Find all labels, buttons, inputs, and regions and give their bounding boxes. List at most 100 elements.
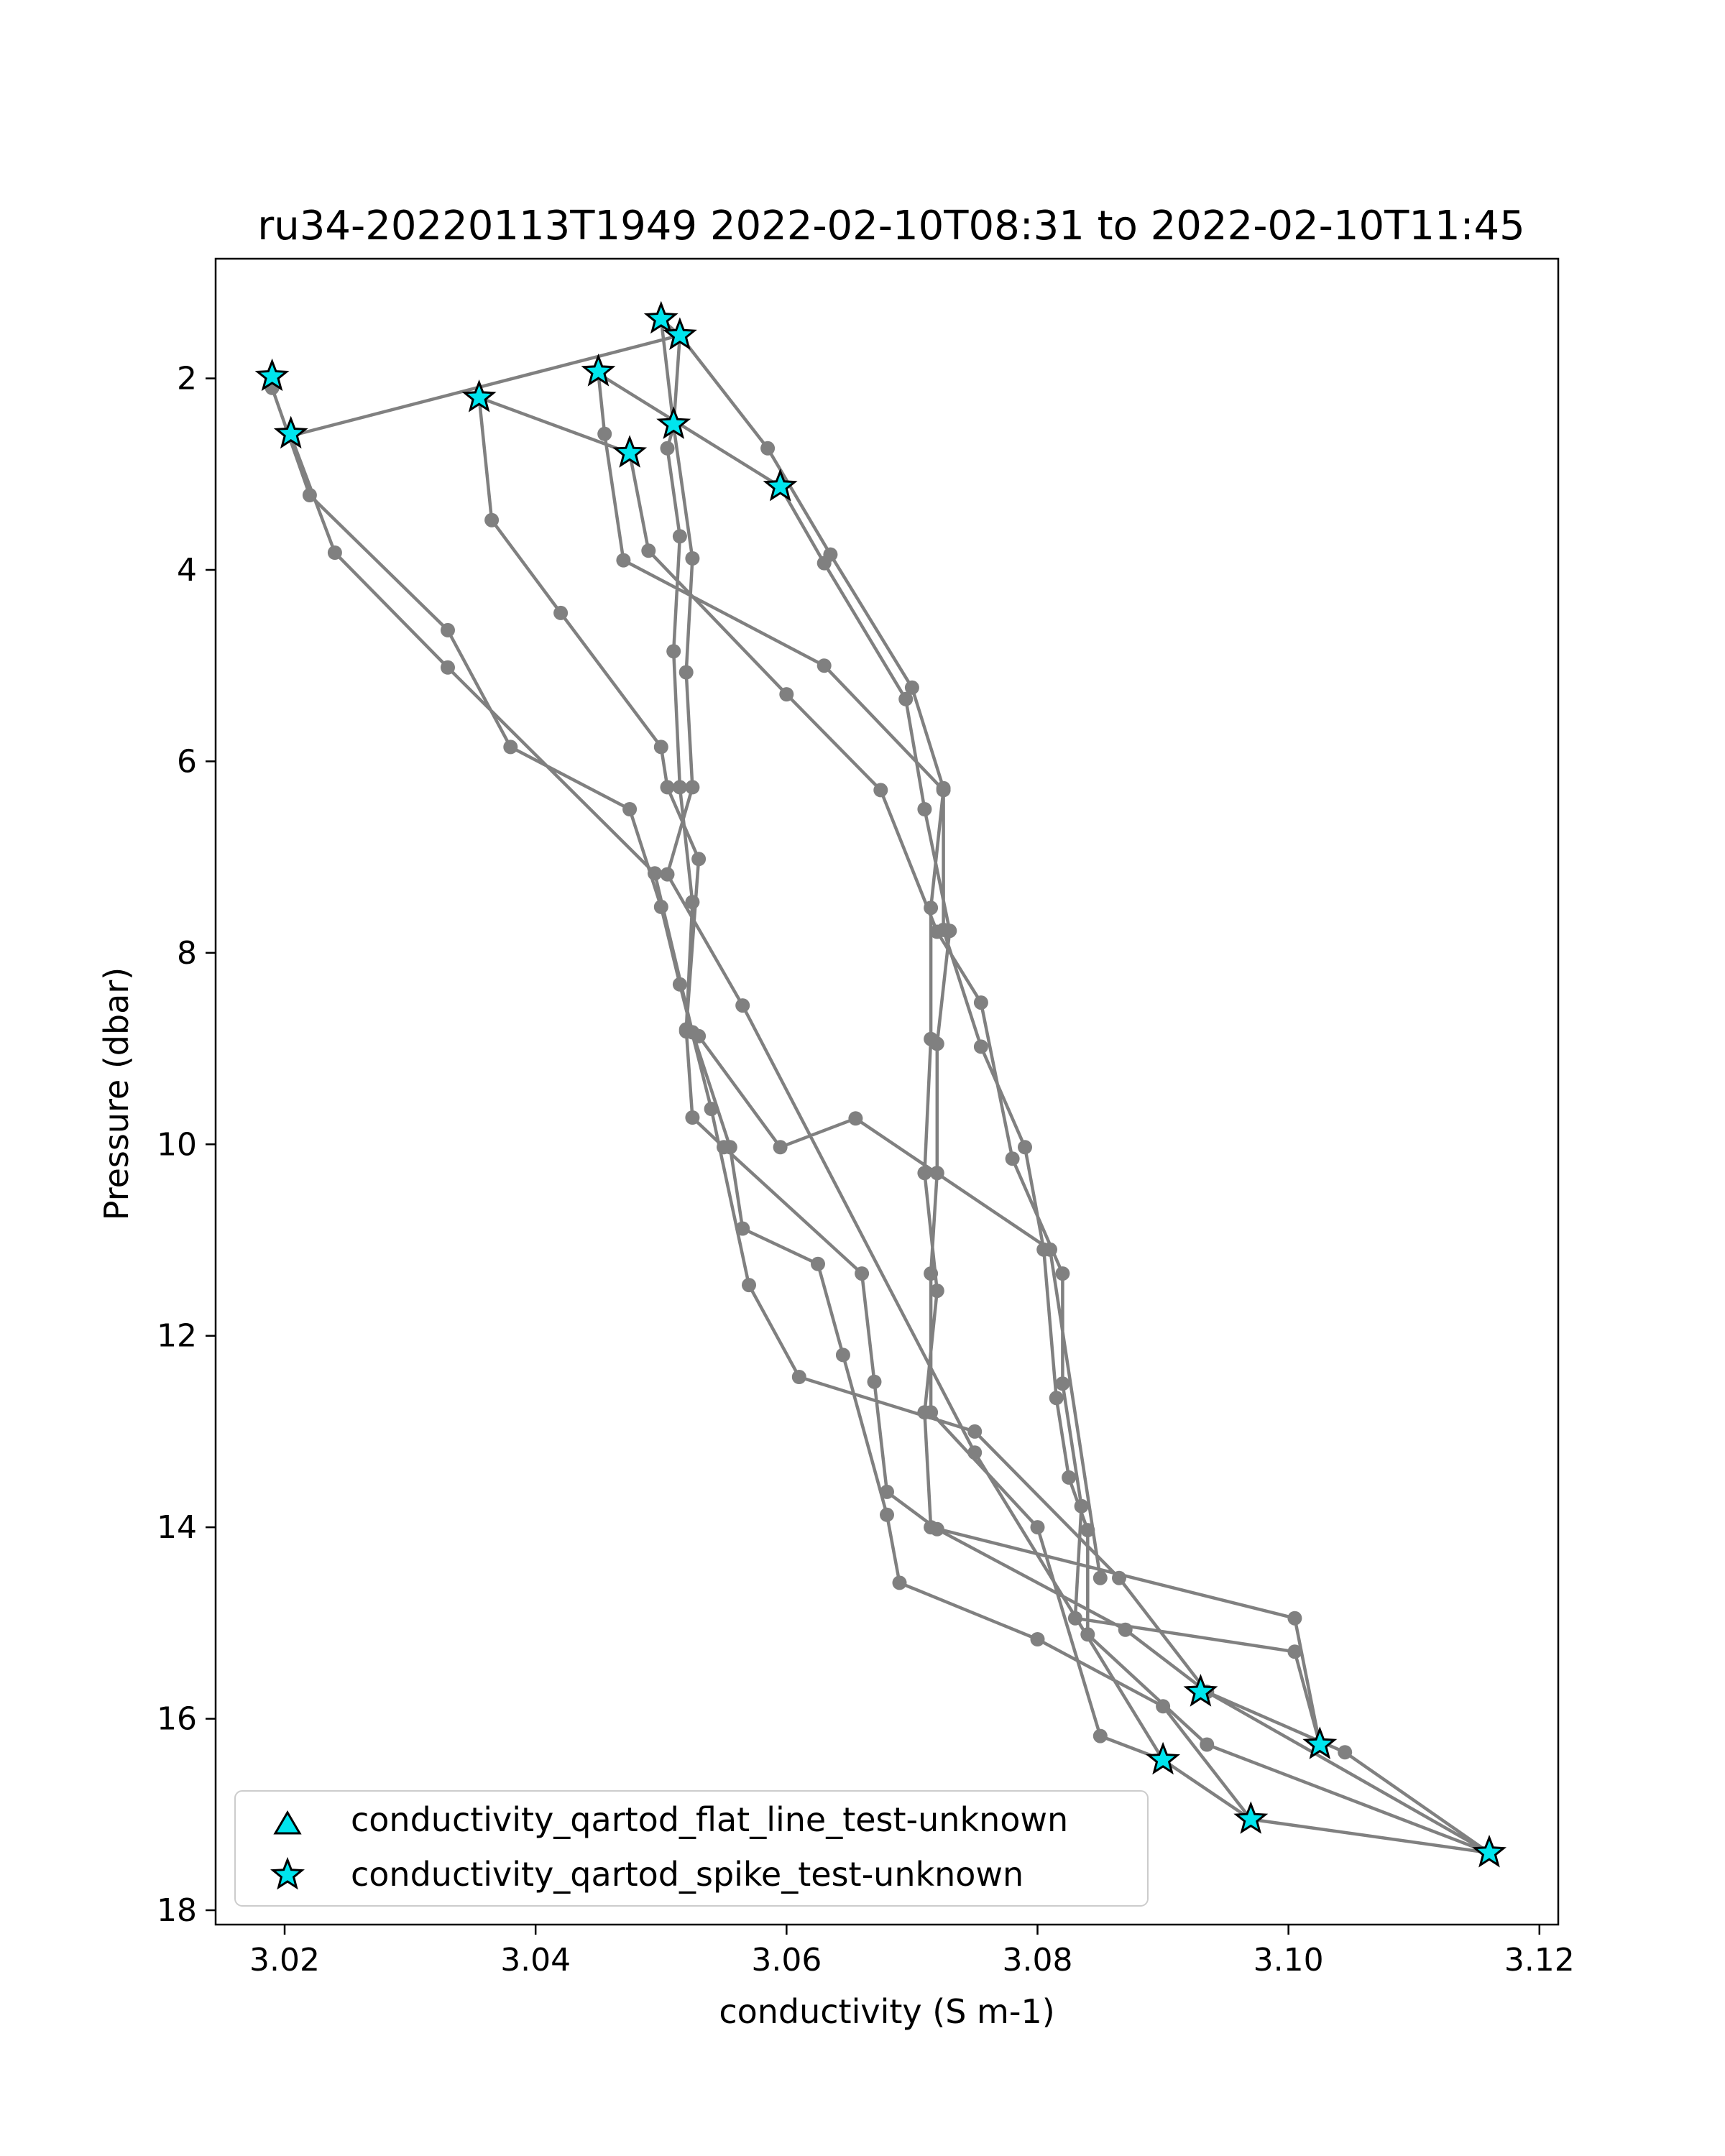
plot-frame — [214, 257, 1560, 1926]
data-point — [929, 1166, 944, 1181]
data-point — [1062, 1470, 1077, 1485]
data-point — [691, 1028, 707, 1044]
legend: conductivity_qartod_flat_line_test-unkno… — [234, 1790, 1149, 1907]
data-point — [1287, 1611, 1302, 1626]
y-tick-label: 16 — [157, 1701, 197, 1738]
data-point — [917, 1166, 932, 1181]
data-point — [892, 1575, 907, 1590]
data-point — [811, 1256, 825, 1271]
y-tick-label: 10 — [157, 1126, 197, 1163]
data-point — [924, 1266, 939, 1281]
data-point — [484, 512, 500, 528]
spike-flag-star — [1472, 1834, 1506, 1868]
data-point — [672, 780, 687, 795]
data-point — [816, 556, 832, 571]
spike-flag-star — [612, 435, 648, 468]
data-point — [773, 1140, 788, 1155]
data-point — [327, 545, 342, 560]
data-point — [760, 441, 776, 456]
data-point — [942, 923, 957, 939]
data-point — [898, 691, 914, 706]
data-point — [1287, 1644, 1302, 1659]
data-point — [816, 658, 832, 673]
x-tick-label: 3.06 — [751, 1942, 822, 1978]
x-tick-label: 3.08 — [1003, 1942, 1073, 1978]
data-point — [735, 998, 750, 1013]
data-point — [685, 780, 700, 795]
spike-flag-star — [254, 358, 290, 392]
data-point — [653, 899, 668, 914]
spike-flag-star — [1302, 1726, 1338, 1759]
spike-flag-star — [656, 406, 691, 439]
data-point — [704, 1102, 719, 1116]
spike-flag-star — [461, 379, 497, 413]
data-point — [873, 783, 888, 798]
data-point — [1092, 1570, 1108, 1585]
data-point — [1080, 1523, 1095, 1538]
data-point — [302, 488, 317, 502]
x-tick-label: 3.04 — [500, 1942, 571, 1978]
data-point — [678, 1024, 694, 1039]
data-point — [653, 740, 668, 755]
data-point — [1067, 1611, 1082, 1626]
data-point — [973, 995, 988, 1010]
data-point — [929, 1521, 944, 1537]
data-point — [1055, 1266, 1070, 1281]
y-tick-label: 6 — [177, 743, 197, 780]
data-point — [622, 802, 638, 816]
data-point — [1049, 1391, 1064, 1406]
data-point — [616, 553, 631, 568]
data-point — [855, 1266, 870, 1281]
data-point — [924, 900, 939, 916]
data-point — [835, 1348, 850, 1363]
data-point — [742, 1278, 756, 1293]
x-axis-label: conductivity (S m-1) — [719, 1992, 1054, 2031]
data-point — [1030, 1632, 1045, 1646]
data-point — [880, 1507, 894, 1522]
data-point — [441, 622, 455, 637]
data-point — [1112, 1570, 1126, 1585]
data-point — [1156, 1699, 1171, 1714]
data-point — [917, 1405, 932, 1420]
data-point — [691, 852, 707, 867]
data-point — [553, 605, 569, 620]
data-point — [936, 783, 951, 798]
data-point — [678, 665, 694, 680]
legend-triangle-shape — [273, 1810, 302, 1835]
plot-points — [264, 311, 1496, 1861]
data-point — [717, 1140, 731, 1155]
y-tick-label: 2 — [177, 361, 197, 397]
y-tick-label: 14 — [157, 1509, 197, 1546]
data-point — [880, 1484, 894, 1499]
data-point — [1074, 1498, 1089, 1514]
data-point — [924, 1031, 939, 1046]
data-point — [1200, 1737, 1215, 1752]
data-point — [1005, 1151, 1020, 1166]
x-tick-label: 3.10 — [1254, 1942, 1324, 1978]
y-tick-label: 4 — [177, 552, 197, 589]
spike-flag-star — [1233, 1801, 1269, 1834]
data-point — [848, 1111, 863, 1126]
data-point — [735, 1221, 750, 1236]
data-point — [929, 924, 944, 939]
data-point — [660, 441, 675, 456]
data-point — [1018, 1140, 1032, 1155]
spike-flag-star — [643, 300, 678, 334]
legend-star-shape — [270, 1856, 305, 1890]
data-point — [973, 1039, 988, 1054]
data-point — [904, 680, 919, 695]
data-point — [685, 1110, 700, 1125]
data-point — [1080, 1627, 1095, 1642]
spike-flag-star — [763, 468, 798, 502]
y-tick-label: 8 — [177, 935, 197, 972]
x-tick-label: 3.02 — [249, 1942, 320, 1978]
axis-ticks: 3.02 3.04 3.06 3.08 3.10 3.12 2 4 6 8 10 12 14 16 18 — [157, 361, 1575, 1978]
data-point — [1043, 1242, 1057, 1257]
y-axis-label: Pressure (dbar) — [97, 967, 136, 1220]
data-point — [672, 529, 687, 544]
data-point — [660, 780, 675, 795]
legend-star-marker — [270, 1856, 305, 1890]
x-tick-label: 3.12 — [1504, 1942, 1575, 1978]
data-point — [929, 1284, 944, 1299]
data-point — [685, 895, 700, 910]
